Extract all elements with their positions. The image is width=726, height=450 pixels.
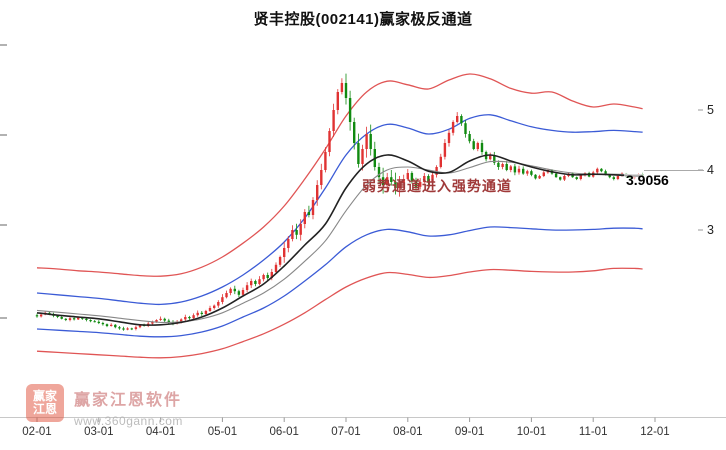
x-axis-label: 12-01 — [640, 426, 669, 438]
watermark-block: 赢家江恩软件 www.360gann.com — [74, 386, 183, 428]
y-axis-label: 3 — [707, 223, 714, 237]
chart-title: 贤丰控股(002141)赢家极反通道 — [253, 11, 473, 28]
channel-inner-upper-line — [36, 114, 643, 306]
channel-middle-secondary-line — [36, 160, 643, 324]
y-axis-label: 4 — [707, 163, 714, 177]
winner-gann-logo-icon: 赢家 江恩 — [26, 384, 64, 422]
x-axis-label: 04-01 — [146, 426, 175, 438]
watermark-brand: 赢家江恩软件 — [74, 392, 183, 409]
x-axis-label: 07-01 — [331, 426, 360, 438]
y-axis-label: 5 — [707, 103, 714, 117]
logo-text-row1: 赢家 — [32, 389, 57, 404]
x-axis-label: 02-01 — [22, 426, 51, 438]
channel-signal-annotation: 弱势通道进入强势通道 — [362, 178, 512, 194]
channel-inner-lower-line — [36, 226, 643, 338]
x-axis-label: 06-01 — [269, 426, 298, 438]
x-axis-label: 05-01 — [208, 426, 237, 438]
x-axis-label: 08-01 — [393, 426, 422, 438]
channel-middle-line — [36, 154, 643, 326]
last-price-label: 3.9056 — [624, 172, 671, 188]
watermark-url: www.360gann.com — [74, 414, 183, 428]
x-axis-label: 11-01 — [579, 426, 608, 438]
channel-outer-lower-line — [36, 267, 643, 359]
x-axis-label: 09-01 — [455, 426, 484, 438]
x-axis-label: 10-01 — [517, 426, 546, 438]
channel-outer-upper-line — [36, 73, 643, 277]
logo-text-row2: 江恩 — [32, 402, 57, 416]
candlestick-series — [35, 73, 644, 331]
x-axis-label: 03-01 — [84, 426, 113, 438]
